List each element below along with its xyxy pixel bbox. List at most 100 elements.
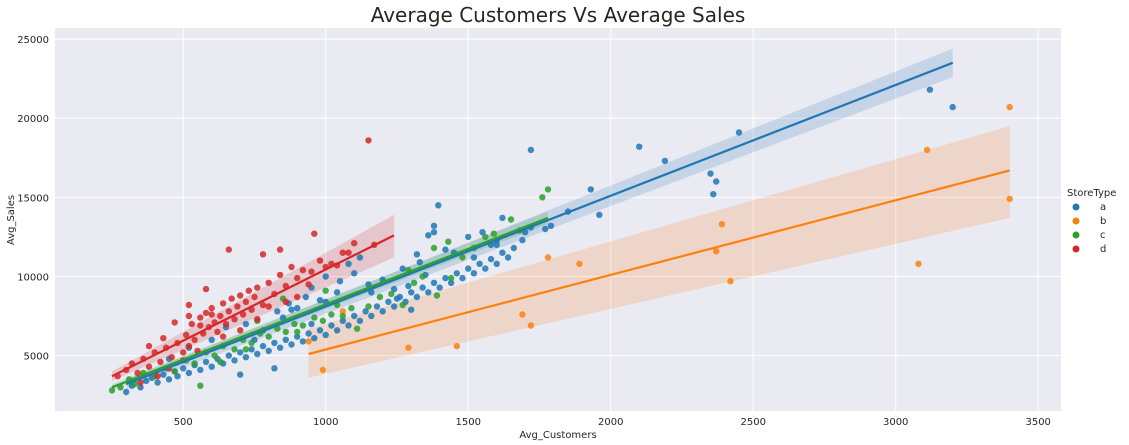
point-a (336, 278, 344, 285)
y-tick-label: 15000 (17, 193, 49, 204)
point-d (345, 249, 352, 256)
point-a (405, 282, 412, 290)
point-a (288, 341, 295, 348)
point-c (197, 382, 204, 389)
point-c (291, 320, 298, 328)
point-a (356, 254, 364, 261)
point-b (718, 221, 726, 228)
point-d (237, 292, 244, 299)
point-d (259, 251, 267, 258)
point-a (499, 214, 506, 222)
point-c (507, 216, 515, 223)
point-b (1006, 103, 1013, 111)
point-a (356, 317, 364, 324)
point-a (926, 86, 934, 93)
point-d (225, 246, 232, 253)
point-a (351, 312, 358, 320)
point-d (185, 342, 193, 350)
point-d (225, 308, 232, 315)
point-a (661, 157, 669, 165)
point-a (527, 146, 535, 154)
point-c (294, 328, 301, 336)
point-a (345, 322, 352, 329)
legend-label-d: d (1100, 244, 1106, 255)
point-a (465, 265, 472, 272)
point-d (171, 319, 178, 326)
point-a (339, 317, 346, 324)
point-c (211, 352, 218, 359)
point-d (351, 240, 358, 247)
point-d (228, 295, 235, 302)
point-d (185, 312, 193, 320)
point-a (519, 236, 526, 244)
point-a (587, 186, 594, 193)
point-a (596, 211, 603, 218)
point-d (365, 137, 372, 144)
point-a (453, 270, 460, 277)
point-a (430, 222, 438, 229)
point-a (265, 347, 272, 355)
point-a (430, 229, 438, 236)
point-a (368, 312, 375, 320)
point-a (379, 308, 386, 315)
point-c (388, 290, 395, 298)
point-a (547, 222, 555, 229)
point-a (493, 260, 500, 267)
x-tick-label: 500 (174, 417, 193, 428)
point-a (373, 303, 381, 310)
point-a (636, 143, 643, 150)
regression-line-d (111, 234, 395, 378)
y-axis-label: Avg_Sales (6, 195, 17, 245)
point-a (154, 379, 161, 386)
point-c (447, 274, 455, 282)
point-a (390, 285, 398, 293)
point-c (171, 368, 178, 375)
point-a (447, 279, 455, 286)
point-d (305, 281, 312, 288)
point-a (237, 349, 244, 356)
point-d (145, 342, 153, 350)
point-b (339, 308, 346, 315)
point-a (208, 336, 215, 343)
legend-marker-c (1072, 231, 1080, 239)
point-d (251, 293, 258, 301)
point-a (425, 232, 432, 239)
point-c (265, 333, 272, 340)
point-a (305, 330, 312, 337)
point-a (425, 289, 432, 296)
point-a (271, 339, 278, 347)
point-d (160, 335, 167, 342)
legend-label-b: b (1100, 216, 1106, 227)
y-tick-label: 20000 (17, 114, 49, 125)
point-a (493, 241, 500, 248)
point-d (242, 298, 250, 305)
point-a (174, 373, 181, 380)
point-a (949, 103, 956, 111)
point-a (385, 298, 392, 305)
legend-marker-a (1072, 203, 1080, 211)
point-a (459, 274, 466, 282)
point-b (544, 254, 552, 261)
point-c (231, 346, 238, 353)
point-a (542, 225, 549, 233)
point-c (365, 303, 372, 310)
point-a (123, 388, 130, 396)
y-tick-label: 10000 (17, 272, 49, 283)
point-c (319, 317, 327, 324)
scatter-points (108, 86, 1013, 396)
point-c (490, 230, 498, 237)
point-d (188, 320, 195, 328)
point-a (274, 308, 281, 315)
legend-marker-b (1072, 217, 1080, 225)
point-a (237, 371, 244, 378)
x-axis-label: Avg_Customers (519, 430, 596, 441)
point-a (242, 354, 250, 361)
chart-title: Average Customers Vs Average Sales (371, 3, 746, 27)
point-d (234, 303, 241, 310)
point-d (276, 246, 284, 253)
point-b (915, 260, 922, 267)
point-d (202, 285, 210, 293)
point-a (308, 320, 315, 328)
point-d (137, 379, 144, 386)
